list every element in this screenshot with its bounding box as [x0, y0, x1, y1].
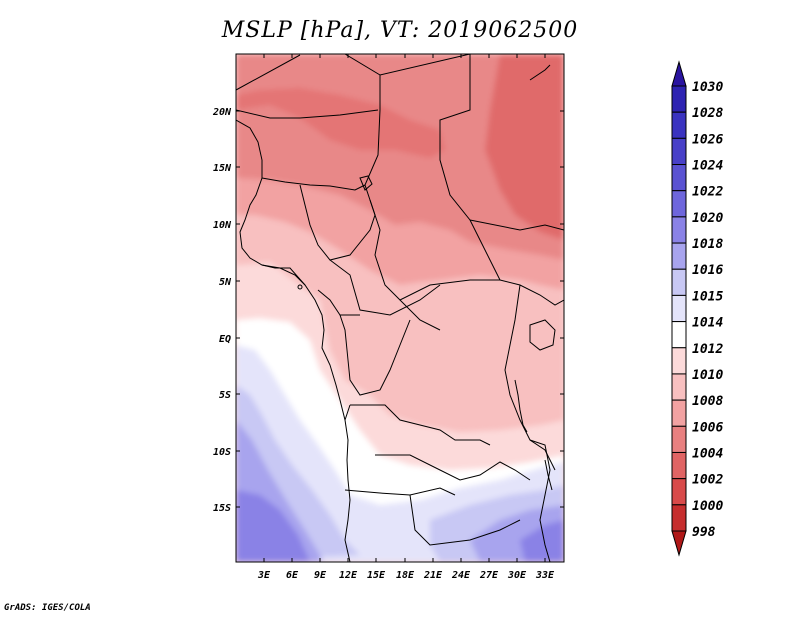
colorbar-label: 1000 [692, 499, 723, 514]
lat-label: 5S [219, 390, 231, 401]
border-sudan [469, 219, 564, 231]
lon-label: 9E [314, 570, 327, 581]
colorbar-label: 1030 [692, 80, 723, 95]
lat-label: 10N [213, 220, 232, 231]
coastline-guinea [261, 264, 306, 286]
colorbar-label: 1002 [692, 473, 723, 488]
lon-label: 18E [396, 570, 415, 581]
colorbar-label: 1020 [692, 211, 723, 226]
border-drc-angola [344, 404, 491, 446]
border-congo [339, 314, 411, 396]
colorbar-bottom-arrow [671, 530, 687, 557]
map-title: MSLP [hPa], VT: 2019062500 [221, 18, 579, 43]
border-car [329, 259, 441, 331]
colorbar-label: 1018 [692, 237, 723, 252]
border-botswana [409, 494, 521, 546]
colorbar-label: 1024 [692, 159, 723, 174]
colorbar-label: 1015 [692, 289, 723, 304]
lon-label: 33E [535, 570, 555, 581]
colorbar-label: 1004 [692, 446, 723, 461]
colorbar-swatch [671, 478, 687, 506]
colorbar-swatch [671, 137, 687, 166]
border-east [499, 279, 564, 471]
colorbar-label: 1026 [692, 132, 723, 147]
band-1004-nw [236, 88, 445, 158]
colorbar-swatch [671, 399, 687, 427]
lake-victoria [529, 319, 556, 351]
lon-label: 24E [451, 570, 471, 581]
lake-chad [359, 175, 373, 191]
colorbar-label: 1008 [692, 394, 723, 409]
colorbar-swatch [671, 85, 687, 113]
colorbar-swatch [671, 321, 687, 349]
colorbar-swatch [671, 347, 687, 375]
colorbar-label: 1028 [692, 106, 723, 121]
colorbar-swatch [671, 373, 687, 401]
colorbar-top-arrow [671, 60, 687, 87]
axis-ticks [236, 54, 564, 562]
border-zambia [375, 454, 531, 481]
bioko-island [297, 284, 303, 290]
colorbar: 1030 1028 1026 1024 1022 1020 1018 1016 1015 1014… [671, 60, 723, 557]
colorbar-label: 1010 [692, 368, 723, 383]
lon-label: 3E [257, 570, 271, 581]
colorbar-swatch [671, 242, 687, 270]
lon-label: 12E [339, 570, 358, 581]
colorbar-label: 1022 [692, 185, 723, 200]
band-1018 [236, 385, 564, 562]
border-cameroon [317, 289, 360, 316]
pressure-field [236, 54, 564, 562]
lon-label: 21E [423, 570, 443, 581]
lat-label: EQ [219, 334, 231, 345]
colorbar-swatch [671, 164, 687, 192]
lat-label: 15S [213, 503, 231, 514]
lat-label: 5N [219, 277, 232, 288]
lon-label: 6E [286, 570, 299, 581]
band-1004-ne [485, 54, 564, 240]
lon-label: 30E [507, 570, 527, 581]
border-chad [369, 199, 500, 301]
border-mozambique [529, 439, 551, 562]
coastline-redsea [529, 64, 551, 81]
colorbar-label: 1012 [692, 342, 723, 357]
lon-label: 27E [479, 570, 499, 581]
border-mali [236, 109, 379, 119]
lake-tanganyika [514, 379, 528, 433]
border-sahara [236, 54, 501, 281]
grads-credit: GrADS: IGES/COLA [4, 603, 91, 613]
map-frame [235, 53, 565, 563]
lat-label: 15N [213, 163, 232, 174]
band-1022 [236, 490, 564, 562]
colorbar-swatch [671, 111, 687, 139]
colorbar-swatch [671, 190, 687, 218]
colorbar-label: 1006 [692, 420, 723, 435]
border-niger [261, 177, 366, 191]
coastline-west [236, 119, 351, 562]
colorbar-swatch [671, 504, 687, 532]
colorbar-label: 998 [692, 525, 716, 540]
colorbar-swatch [671, 268, 687, 296]
coastlines-borders [236, 54, 564, 562]
colorbar-swatch [671, 425, 687, 453]
latitude-labels: 20N 15N 10N 5N EQ 5S 10S 15S [212, 107, 232, 514]
lon-label: 15E [367, 570, 386, 581]
colorbar-label: 1016 [692, 263, 723, 278]
lake-malawi [544, 459, 553, 491]
lat-label: 10S [213, 447, 231, 458]
colorbar-swatch [671, 294, 687, 323]
lat-label: 20N [212, 107, 232, 118]
colorbar-label: 1014 [692, 316, 723, 331]
colorbar-swatch [671, 216, 687, 244]
longitude-labels: 3E 6E 9E 12E 15E 18E 21E 24E 27E 30E 33E [257, 570, 555, 581]
colorbar-swatch [671, 451, 687, 480]
